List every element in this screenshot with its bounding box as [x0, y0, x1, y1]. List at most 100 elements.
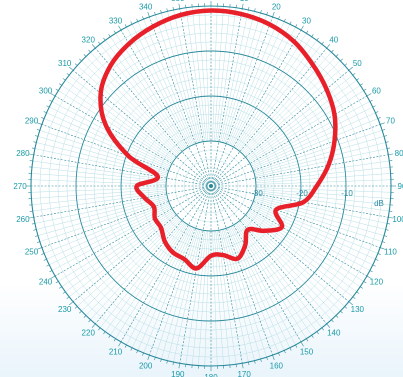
outer-tick: [278, 352, 280, 356]
spoke-310: [72, 70, 212, 187]
spoke-80: [210, 154, 389, 187]
angle-label-300: 300: [39, 87, 53, 96]
outer-tick: [49, 270, 53, 273]
minor-spoke: [253, 199, 383, 242]
spoke-290: [41, 124, 212, 187]
minor-spoke: [234, 33, 307, 148]
minor-spoke: [39, 199, 169, 242]
outer-tick: [272, 355, 275, 360]
minor-spoke: [90, 52, 182, 153]
outer-tick: [360, 83, 363, 86]
outer-tick: [103, 37, 106, 41]
outer-tick: [360, 286, 363, 289]
minor-spoke: [227, 19, 279, 145]
minor-spoke: [185, 230, 205, 365]
outer-tick: [50, 275, 56, 279]
angle-label-70: 70: [386, 117, 395, 126]
outer-tick: [241, 3, 244, 9]
angle-label-190: 190: [171, 370, 185, 377]
grid: [26, 1, 396, 371]
outer-tick: [166, 360, 168, 364]
outer-tick: [98, 327, 101, 331]
outer-tick: [55, 88, 59, 91]
spoke-330: [120, 29, 212, 187]
minor-spoke: [104, 222, 185, 332]
minor-spoke: [99, 221, 184, 328]
outer-tick: [300, 341, 304, 347]
outer-tick: [31, 147, 35, 149]
outer-tick: [160, 10, 162, 14]
outer-tick: [50, 93, 56, 97]
minor-spoke: [235, 223, 312, 336]
outer-tick: [278, 16, 280, 20]
angle-label-150: 150: [300, 347, 314, 356]
minor-spoke: [255, 190, 391, 206]
outer-tick: [366, 275, 372, 279]
outer-tick: [300, 25, 304, 31]
minor-spoke: [251, 106, 373, 167]
ring-m30: [165, 140, 257, 232]
spoke-200: [149, 185, 212, 356]
angle-label-330: 330: [109, 17, 123, 26]
minor-spoke: [34, 148, 168, 177]
outer-tick: [283, 18, 286, 22]
minor-spoke: [32, 160, 167, 180]
minor-spoke: [220, 229, 249, 363]
minor-spoke: [224, 228, 267, 358]
outer-tick: [37, 247, 42, 250]
angle-label-140: 140: [327, 328, 341, 337]
outer-tick: [36, 241, 40, 243]
minor-ring: [39, 14, 383, 358]
minor-spoke: [243, 217, 341, 312]
angle-label-290: 290: [25, 117, 39, 126]
minor-spoke: [254, 195, 388, 224]
outer-tick: [380, 247, 385, 250]
outer-tick: [130, 21, 133, 25]
minor-spoke: [229, 21, 285, 145]
minor-spoke: [110, 36, 187, 149]
outer-tick: [311, 335, 314, 338]
minor-spoke: [31, 166, 167, 182]
minor-ring: [57, 32, 365, 340]
series-layer: [98, 8, 338, 271]
outer-tick: [74, 63, 78, 66]
outer-tick: [41, 117, 45, 119]
minor-spoke: [248, 85, 361, 162]
minor-spoke: [90, 219, 182, 320]
minor-spoke: [230, 226, 291, 348]
outer-tick: [41, 253, 45, 255]
outer-tick: [66, 73, 70, 76]
spoke-160: [210, 185, 273, 356]
outer-tick: [46, 105, 50, 108]
angle-label-280: 280: [16, 149, 30, 158]
outer-tick: [348, 66, 353, 71]
outer-tick: [372, 105, 376, 108]
outer-tick: [83, 315, 87, 318]
outer-tick: [62, 78, 66, 81]
outer-tick: [62, 291, 66, 294]
outer-tick: [331, 319, 334, 323]
outer-tick: [375, 258, 379, 261]
minor-spoke: [167, 229, 201, 361]
outer-tick: [272, 12, 275, 17]
minor-spoke: [250, 101, 371, 166]
minor-spoke: [252, 112, 376, 168]
outer-tick: [321, 327, 324, 331]
minor-spoke: [249, 90, 364, 163]
minor-spoke: [65, 79, 175, 160]
minor-spoke: [229, 227, 285, 351]
outer-tick: [385, 141, 389, 143]
minor-spoke: [44, 202, 170, 254]
outer-tick: [31, 223, 35, 225]
minor-spoke: [204, 230, 210, 366]
outer-tick: [363, 281, 367, 284]
angle-label-220: 220: [82, 328, 96, 337]
outer-tick: [91, 323, 96, 328]
ring-label-m30: -30: [251, 189, 263, 198]
minor-spoke: [191, 6, 207, 142]
outer-tick: [352, 296, 356, 299]
outer-tick: [147, 355, 150, 360]
outer-tick: [28, 216, 34, 219]
minor-spoke: [51, 206, 172, 271]
